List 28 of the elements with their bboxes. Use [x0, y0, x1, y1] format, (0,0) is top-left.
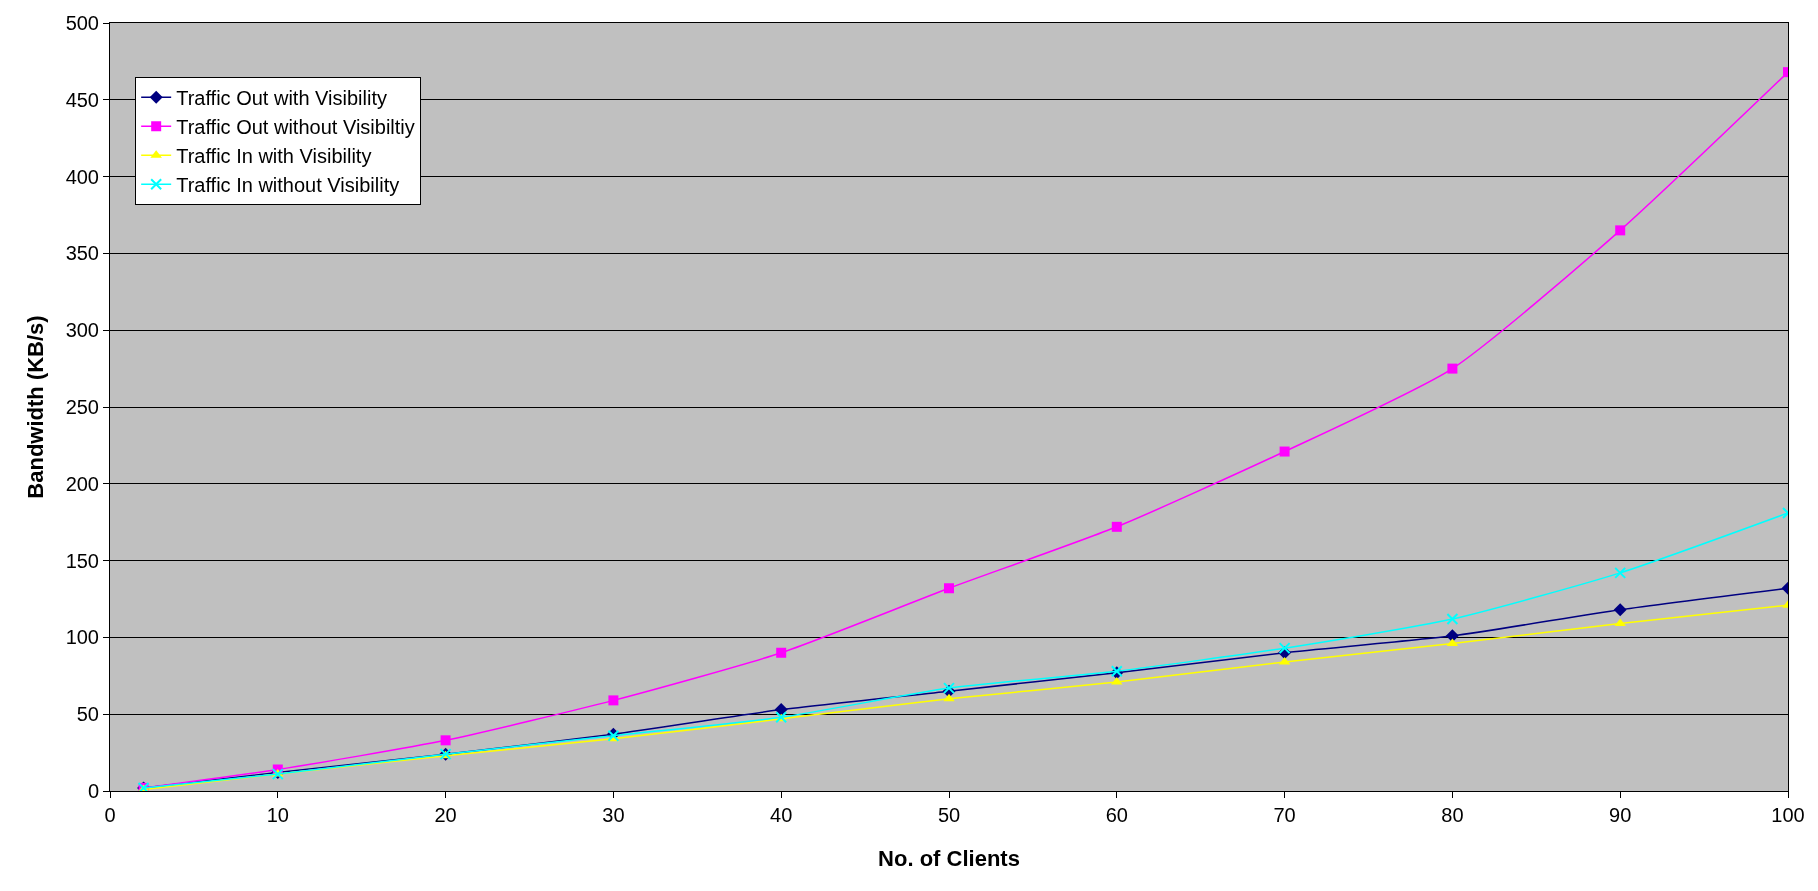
y-tick-label: 150	[65, 549, 99, 572]
x-tick-label: 90	[1609, 804, 1632, 826]
x-axis-title: No. of Clients	[878, 845, 1020, 871]
y-tick-label: 250	[65, 396, 99, 418]
x-tick-label: 80	[1441, 804, 1464, 826]
y-axis-title: Bandwidth (KB/s)	[23, 315, 49, 499]
legend-label: Traffic Out with Visibility	[176, 87, 387, 110]
legend-label: Traffic In without Visibility	[176, 174, 400, 197]
y-tick-label: 100	[65, 626, 99, 649]
y-tick-label: 50	[76, 703, 99, 726]
y-tick-label: 500	[65, 12, 99, 34]
x-tick-label: 0	[104, 804, 116, 826]
y-tick-label: 350	[65, 242, 99, 265]
x-tick-label: 70	[1273, 804, 1296, 826]
x-tick-label: 60	[1105, 804, 1128, 826]
x-tick-label: 20	[434, 804, 457, 826]
y-tick-label: 300	[65, 319, 99, 342]
y-tick-label: 0	[87, 780, 99, 802]
x-tick-label: 100	[1771, 804, 1805, 826]
x-tick-label: 50	[937, 804, 961, 826]
legend-label: Traffic In with Visibility	[176, 145, 372, 168]
y-tick-label: 400	[65, 165, 99, 188]
x-tick-label: 30	[602, 804, 625, 826]
x-tick-label: 10	[266, 804, 289, 826]
y-tick-label: 450	[65, 88, 99, 111]
legend-label: Traffic Out without Visibiltiy	[176, 116, 415, 139]
y-tick-label: 200	[65, 472, 99, 495]
x-tick-label: 40	[770, 804, 793, 826]
